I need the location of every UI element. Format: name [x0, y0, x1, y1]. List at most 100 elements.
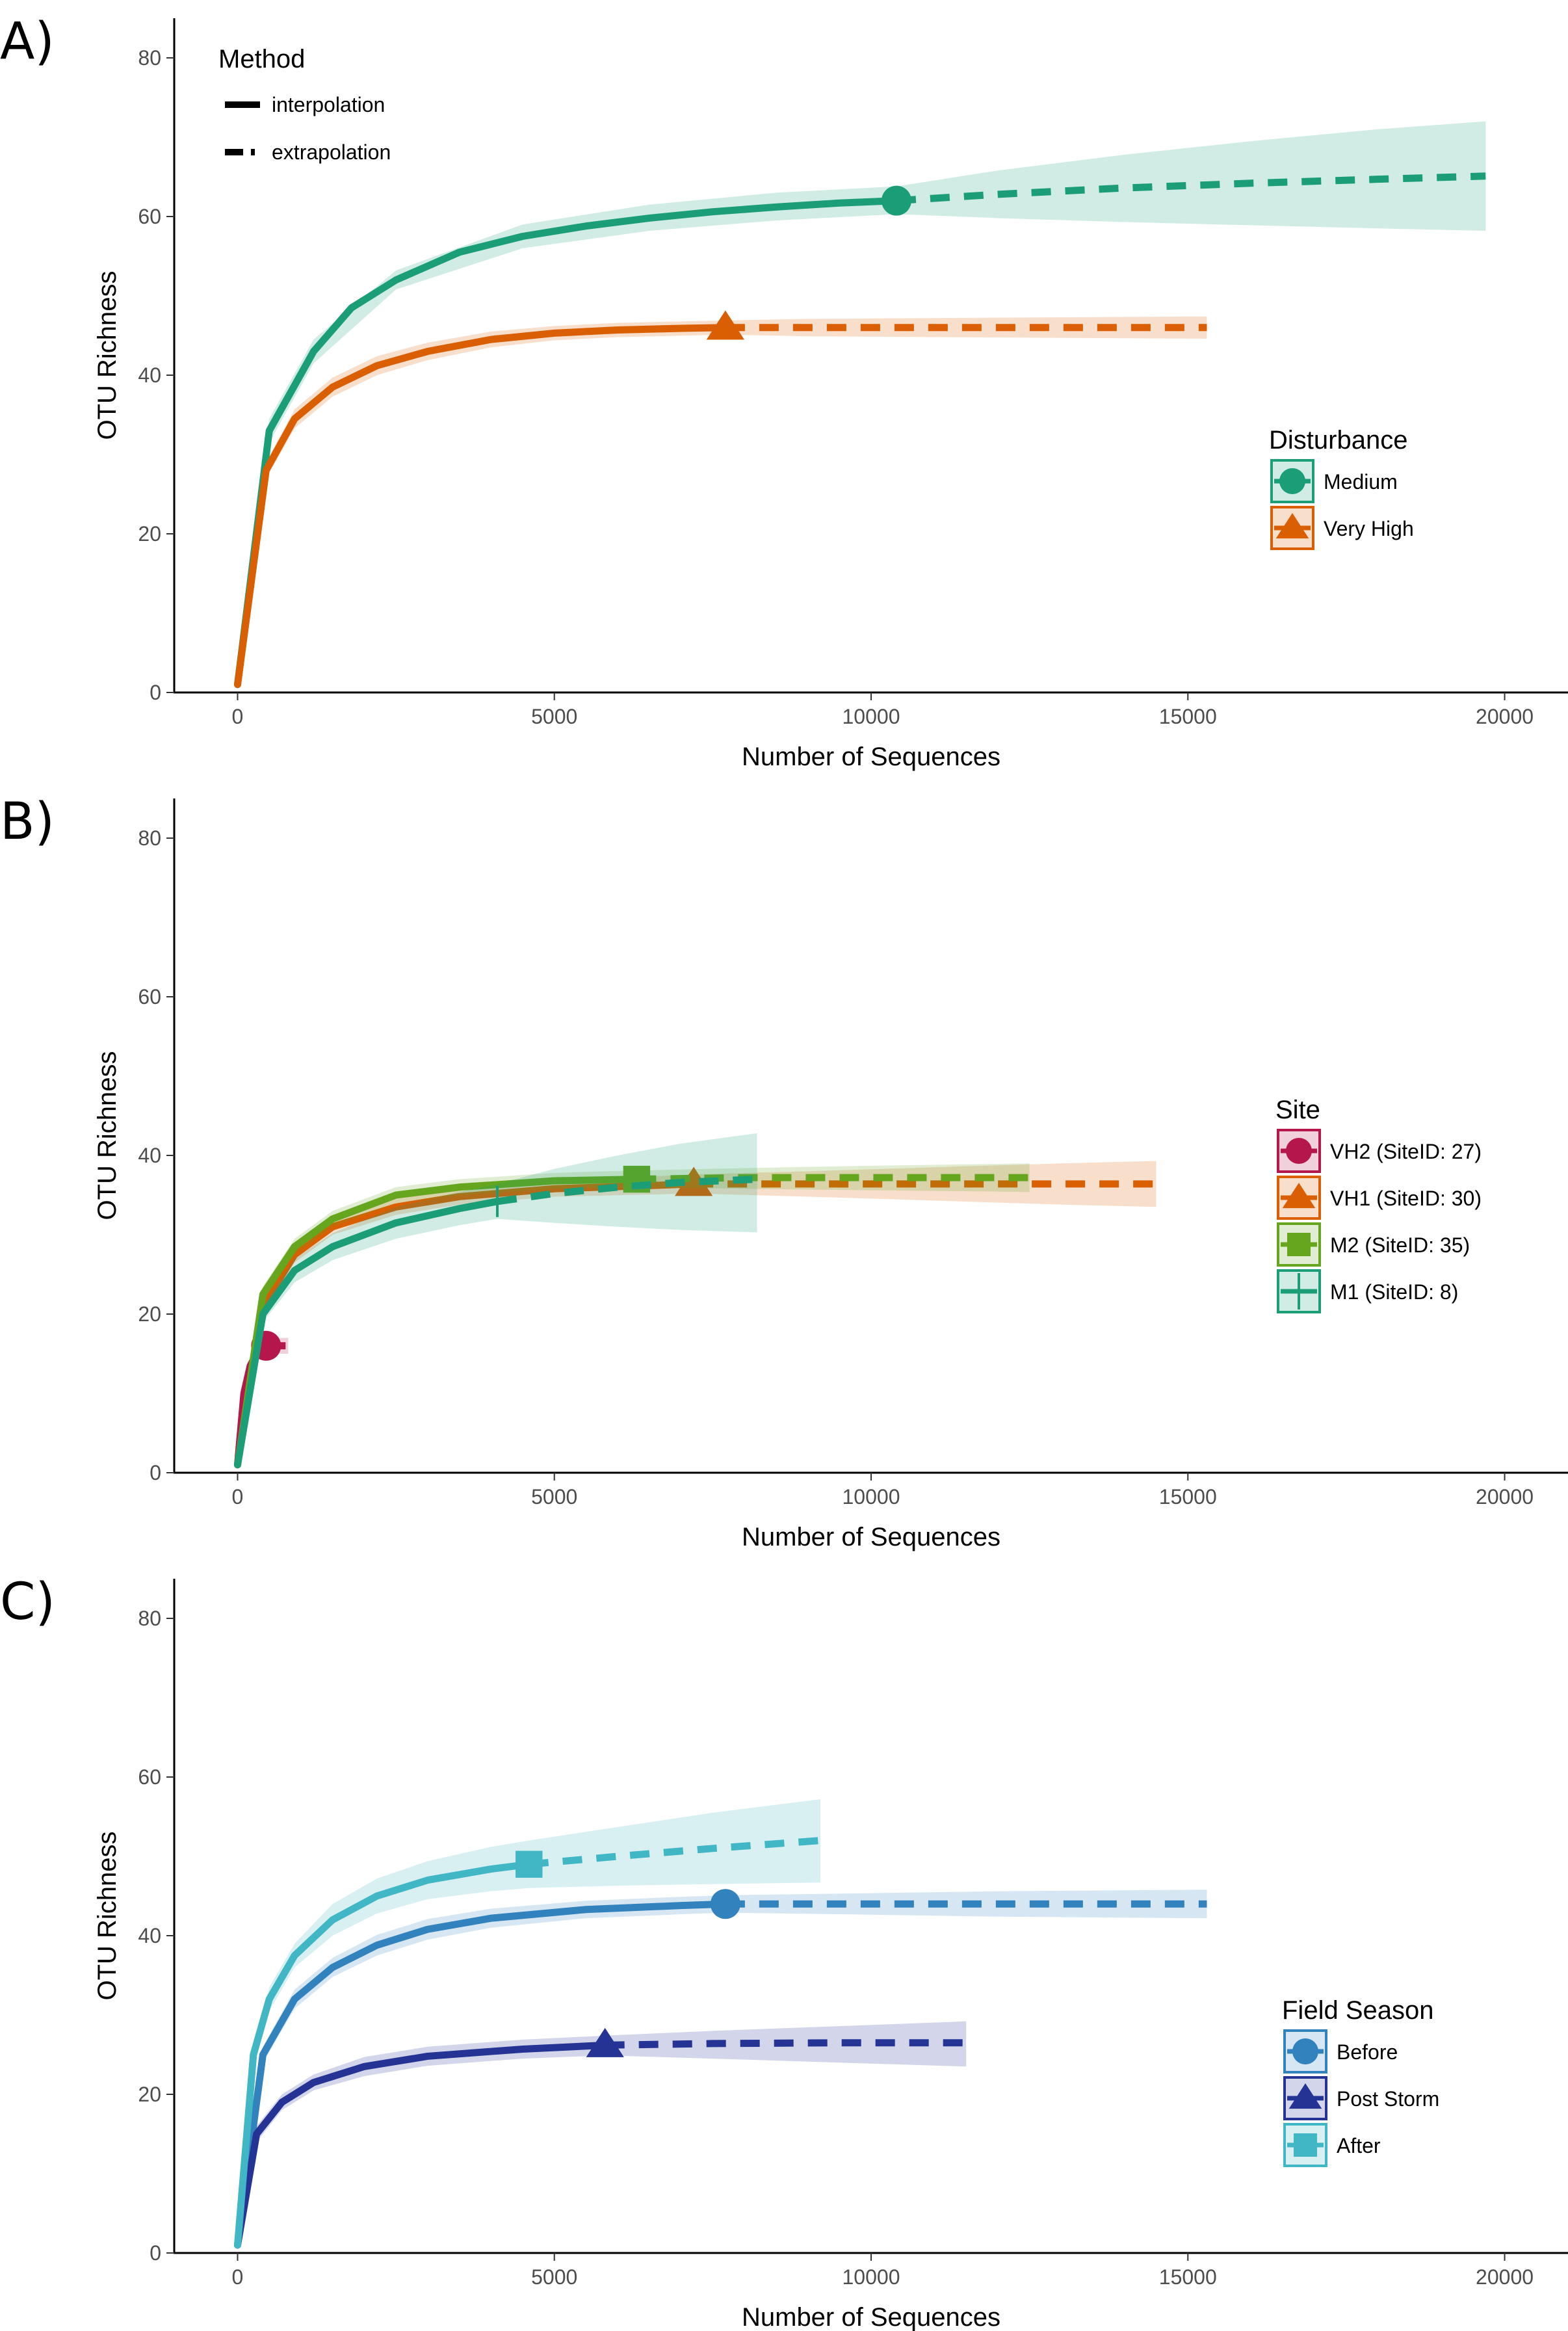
y-axis-title: OTU Richness — [93, 270, 122, 440]
x-tick-label: 5000 — [531, 2265, 577, 2289]
reference-point — [675, 1166, 713, 1196]
legend-key — [1277, 1176, 1321, 1220]
reference-point — [706, 310, 744, 340]
series-legend: Disturbance Medium Very High — [1269, 426, 1414, 550]
x-tick-label: 10000 — [843, 2265, 900, 2289]
x-tick-label: 0 — [232, 2265, 244, 2289]
confidence-band — [237, 1161, 1156, 1469]
series-2 — [233, 1799, 821, 2249]
x-tick-label: 5000 — [531, 1485, 577, 1508]
legend-key — [1277, 1129, 1321, 1173]
legend-key — [1270, 506, 1314, 550]
extrapolation-label: extrapolation — [272, 140, 391, 164]
interpolation-line — [233, 324, 729, 689]
panel-label: B) — [0, 793, 55, 851]
series-1 — [233, 1161, 1156, 1469]
y-tick-label: 60 — [138, 1765, 161, 1789]
y-tick-label: 40 — [138, 363, 161, 387]
legend-label: VH2 (SiteID: 27) — [1330, 1140, 1482, 1163]
y-axis-title: OTU Richness — [93, 1051, 122, 1220]
series-legend: Field Season Before Post Storm After — [1282, 1996, 1439, 2167]
legend-title: Site — [1275, 1096, 1320, 1124]
x-tick-label: 15000 — [1159, 1485, 1217, 1508]
confidence-band — [237, 121, 1486, 689]
panel-label: C) — [0, 1573, 55, 1631]
method-legend: Method interpolation extrapolation — [218, 45, 391, 164]
y-tick-label: 40 — [138, 1924, 161, 1947]
y-tick-label: 0 — [150, 2241, 161, 2265]
series-0 — [233, 1889, 1207, 2249]
legend-label: After — [1337, 2134, 1381, 2157]
x-tick-label: 20000 — [1476, 705, 1534, 728]
reference-point — [586, 2027, 624, 2057]
y-tick-label: 80 — [138, 826, 161, 850]
x-tick-label: 5000 — [531, 705, 577, 728]
x-axis-title: Number of Sequences — [742, 743, 1000, 771]
legend-key — [1283, 2076, 1327, 2120]
legend-label: Before — [1337, 2040, 1398, 2064]
extrapolation-line — [896, 172, 1486, 205]
series-1 — [233, 2021, 967, 2249]
interpolation-line — [233, 1860, 533, 2249]
x-tick-label: 15000 — [1159, 705, 1217, 728]
method-legend-title: Method — [218, 45, 305, 73]
interpolation-line — [233, 2041, 609, 2249]
legend-title: Field Season — [1282, 1996, 1433, 2025]
legend-title: Disturbance — [1269, 426, 1407, 454]
y-tick-label: 0 — [150, 681, 161, 704]
extrapolation-line — [497, 1176, 757, 1205]
extrapolation-line — [636, 1174, 1030, 1183]
legend-marker — [1287, 1233, 1311, 1256]
confidence-band — [237, 1133, 757, 1469]
y-tick-label: 40 — [138, 1144, 161, 1167]
y-tick-label: 80 — [138, 1607, 161, 1630]
extrapolation-line — [605, 2039, 967, 2049]
series-1 — [233, 310, 1207, 689]
series-3 — [233, 1133, 757, 1469]
legend-label: Post Storm — [1337, 2087, 1439, 2111]
y-tick-label: 20 — [138, 2083, 161, 2106]
legend-key — [1277, 1269, 1321, 1313]
y-tick-label: 0 — [150, 1461, 161, 1484]
interpolation-line — [233, 197, 900, 689]
legend-marker — [1288, 2083, 1322, 2109]
panel-b: B) 0 20 40 60 80 0 5000 10000 15000 20000 Number of… — [0, 793, 1568, 1551]
x-tick-label: 0 — [232, 1485, 244, 1508]
confidence-band — [237, 1799, 821, 2249]
series-0 — [233, 121, 1486, 689]
series-legend: Site VH2 (SiteID: 27) VH1 (SiteID: 30) M2 (… — [1275, 1096, 1482, 1313]
y-tick-label: 80 — [138, 46, 161, 70]
panel-label: A) — [0, 12, 55, 71]
reference-point — [710, 1889, 740, 1919]
legend-marker — [1294, 2133, 1317, 2157]
legend-key — [1283, 2029, 1327, 2074]
y-tick-label: 20 — [138, 522, 161, 546]
x-axis-title: Number of Sequences — [742, 1523, 1000, 1551]
x-tick-label: 20000 — [1476, 2265, 1534, 2289]
interpolation-label: interpolation — [272, 93, 385, 116]
legend-marker — [1275, 513, 1309, 539]
x-tick-label: 20000 — [1476, 1485, 1534, 1508]
legend-key — [1283, 2123, 1327, 2167]
legend-label: M1 (SiteID: 8) — [1330, 1280, 1458, 1304]
legend-label: Medium — [1324, 470, 1398, 494]
legend-marker — [1279, 468, 1305, 494]
extrapolation-line — [529, 1837, 821, 1868]
x-tick-label: 10000 — [843, 705, 900, 728]
interpolation-line — [233, 1176, 640, 1469]
legend-label: Very High — [1324, 517, 1414, 540]
x-axis-title: Number of Sequences — [742, 2303, 1000, 2331]
legend-marker — [1286, 1138, 1312, 1164]
confidence-band — [237, 316, 1207, 689]
interpolation-line — [233, 1198, 501, 1469]
panel-c: C) 0 20 40 60 80 0 5000 10000 15000 20000 Number of… — [0, 1573, 1568, 2331]
panel-a: A) 0 20 40 60 80 0 5000 10000 15000 20000 Number of… — [0, 12, 1568, 771]
legend-label: M2 (SiteID: 35) — [1330, 1233, 1470, 1257]
interpolation-line — [233, 1900, 729, 2249]
legend-marker — [1282, 1183, 1316, 1209]
x-tick-label: 0 — [232, 705, 244, 728]
y-tick-label: 60 — [138, 985, 161, 1008]
interpolation-line — [233, 1180, 698, 1469]
legend-label: VH1 (SiteID: 30) — [1330, 1187, 1482, 1210]
